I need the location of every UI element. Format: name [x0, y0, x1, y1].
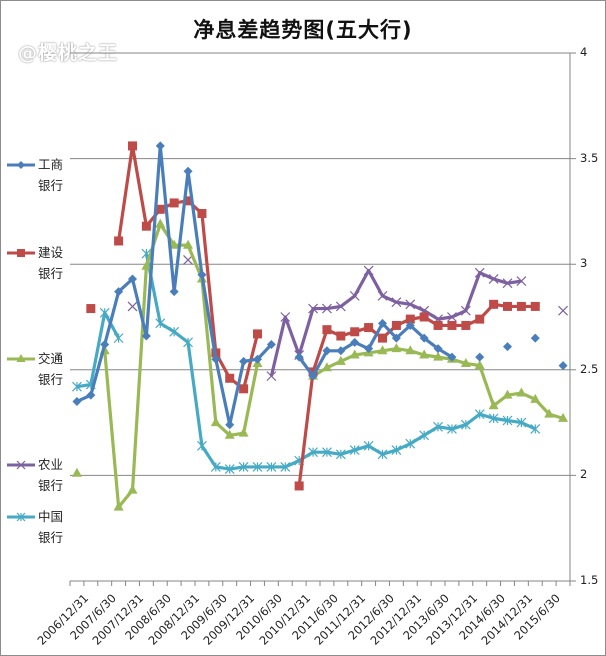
series-1	[86, 141, 540, 491]
series-4	[72, 248, 541, 474]
chart-title: 净息差趋势图(五大行)	[193, 18, 413, 42]
legend-swatch-icon	[7, 512, 35, 522]
y-tick-label: 2	[580, 467, 588, 482]
y-tick-label: 4	[580, 45, 588, 59]
legend-label: 农业银行	[38, 457, 64, 493]
legend-label: 工商银行	[38, 157, 64, 193]
y-tick-label: 1.5	[580, 573, 599, 587]
legend-swatch-icon	[7, 161, 35, 169]
legend-label: 中国银行	[38, 509, 64, 545]
legend-swatch-icon	[7, 354, 35, 362]
series-0	[72, 141, 568, 430]
legend-swatch-icon	[7, 249, 35, 257]
y-tick-label: 3.5	[580, 150, 599, 165]
legend-label: 建设银行	[38, 245, 64, 281]
series-3	[127, 255, 568, 382]
legend-swatch-icon	[7, 460, 35, 470]
y-tick-label: 2.5	[580, 361, 599, 376]
y-tick-label: 3	[580, 256, 588, 271]
watermark: @樱桃之王	[18, 42, 119, 64]
legend-label: 交通银行	[38, 351, 64, 387]
